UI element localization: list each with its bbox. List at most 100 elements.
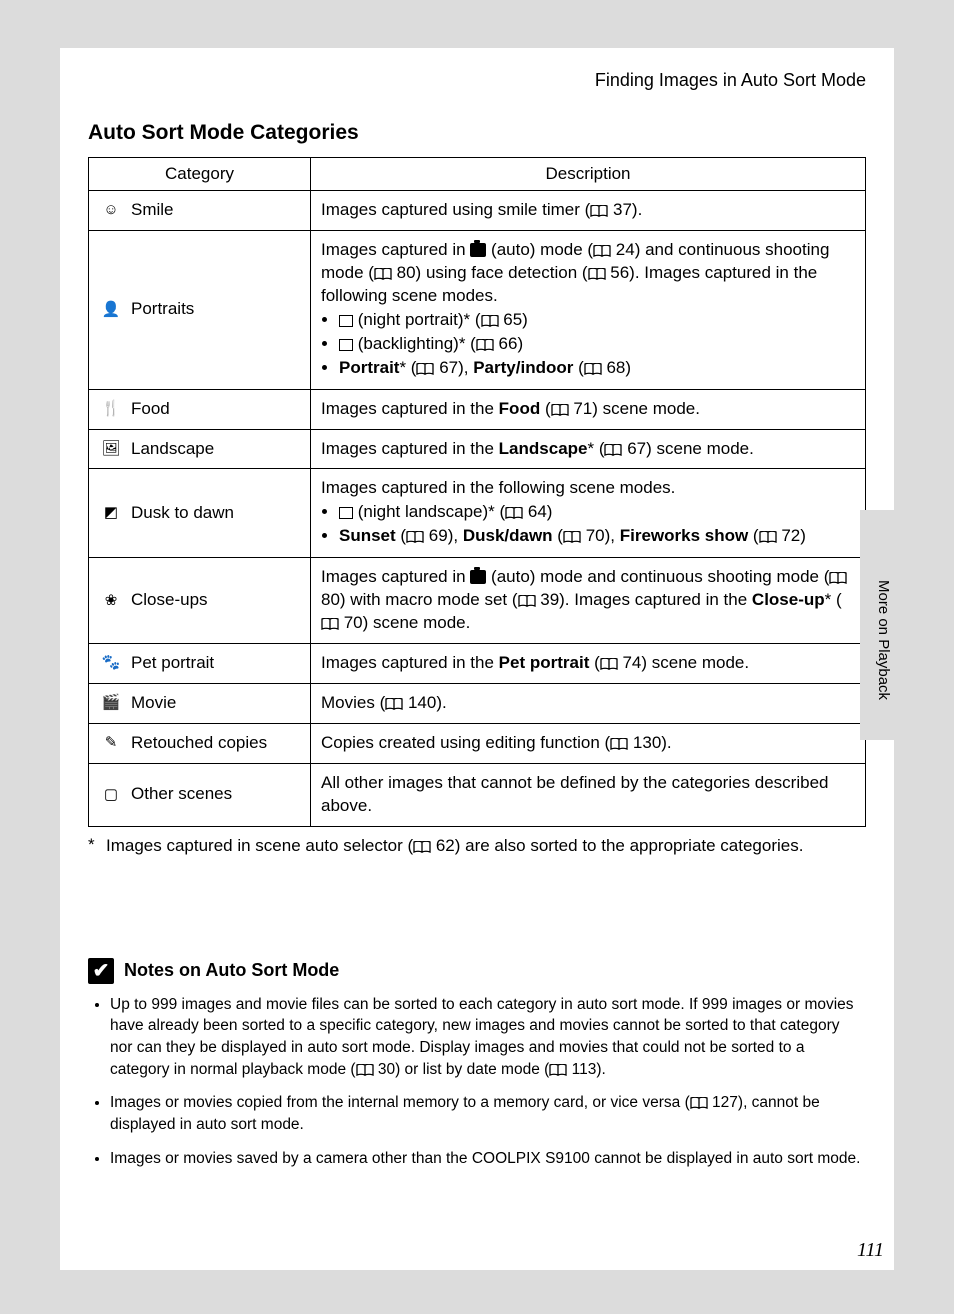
landscape-icon: 🖼 [101,439,121,459]
category-name: Close-ups [131,590,208,609]
category-name: Smile [131,200,174,219]
page-ref-icon [759,531,777,543]
description-cell: Images captured in (auto) mode ( 24) and… [311,230,866,389]
page-number: 111 [857,1239,884,1262]
description-cell: Images captured in the Food ( 71) scene … [311,389,866,429]
list-item: (night portrait)* ( 65) [339,309,855,332]
note-item: Images or movies saved by a camera other… [110,1148,866,1170]
portrait-icon: 👤 [101,300,121,320]
page-ref-icon [829,572,847,584]
description-cell: Images captured using smile timer ( 37). [311,191,866,231]
category-cell: 🐾Pet portrait [89,644,311,684]
page-ref-icon [321,618,339,630]
footnote: * Images captured in scene auto selector… [88,835,866,858]
desc-list: (night landscape)* ( 64)Sunset ( 69), Du… [339,501,855,548]
category-cell: ☺ Smile [89,191,311,231]
category-name: Landscape [131,439,214,458]
dusk-icon: ◩ [101,503,121,523]
table-row: 👤 Portraits Images captured in (auto) mode… [89,230,866,389]
note-item: Up to 999 images and movie files can be … [110,994,866,1081]
category-name: Movie [131,693,176,712]
category-cell: ▢ Other scenes [89,763,311,826]
section-title: Auto Sort Mode Categories [88,121,866,145]
check-icon: ✔ [88,958,114,984]
footnote-text: Images captured in scene auto selector (… [106,835,866,858]
description-cell: Images captured in (auto) mode and conti… [311,558,866,644]
list-item: (backlighting)* ( 66) [339,333,855,356]
footnote-star: * [88,835,106,858]
category-name: Other scenes [131,784,232,803]
category-cell: 🎬 Movie [89,684,311,724]
retouch-icon: ✎ [101,733,121,753]
table-row: 🐾Pet portraitImages captured in the Pet … [89,644,866,684]
movie-icon: 🎬 [101,693,121,713]
page-ref-icon [593,245,611,257]
table-row: 🖼 Landscape Images captured in the Landsca… [89,429,866,469]
food-icon: 🍴 [101,399,121,419]
page-ref-icon [505,507,523,519]
category-name: Food [131,399,170,418]
category-name: Dusk to dawn [131,503,234,522]
scene-mode-icon [339,339,353,351]
category-cell: ✎ Retouched copies [89,723,311,763]
page-ref-icon [481,315,499,327]
category-name: Portraits [131,299,194,318]
category-cell: 👤 Portraits [89,230,311,389]
list-item: (night landscape)* ( 64) [339,501,855,524]
other-icon: ▢ [101,785,121,805]
notes-block: ✔ Notes on Auto Sort Mode Up to 999 imag… [88,958,866,1170]
page-ref-icon [374,268,392,280]
page-ref-icon [385,698,403,710]
scene-mode-icon [339,315,353,327]
desc-list: (night portrait)* ( 65) (backlighting)* … [339,309,855,380]
description-cell: Copies created using editing function ( … [311,723,866,763]
page-ref-icon [413,841,431,853]
category-cell: 🖼 Landscape [89,429,311,469]
page-ref-icon [416,363,434,375]
page-ref-icon [600,658,618,670]
table-row: ✎ Retouched copies Copies created using ed… [89,723,866,763]
category-cell: ❀ Close-ups [89,558,311,644]
page-ref-icon [476,339,494,351]
closeup-icon: ❀ [101,591,121,611]
running-header: Finding Images in Auto Sort Mode [88,70,866,91]
description-cell: Images captured in the following scene m… [311,469,866,558]
description-cell: All other images that cannot be defined … [311,763,866,826]
category-name: Retouched copies [131,733,267,752]
table-row: 🍴 Food Images captured in the Food ( 71) s… [89,389,866,429]
description-cell: Images captured in the Landscape* ( 67) … [311,429,866,469]
page-ref-icon [690,1097,708,1109]
page-ref-icon [588,268,606,280]
camera-icon [470,570,486,584]
note-item: Images or movies copied from the interna… [110,1092,866,1135]
list-item: Sunset ( 69), Dusk/dawn ( 70), Fireworks… [339,525,855,548]
page-ref-icon [518,595,536,607]
notes-title-row: ✔ Notes on Auto Sort Mode [88,958,866,984]
table-row: ❀ Close-ups Images captured in (auto) mode… [89,558,866,644]
category-name: Pet portrait [131,653,214,672]
notes-title: Notes on Auto Sort Mode [124,960,339,981]
smile-icon: ☺ [101,200,121,220]
page-ref-icon [549,1064,567,1076]
side-label: More on Playback [875,580,892,700]
table-row: 🎬 Movie Movies ( 140). [89,684,866,724]
list-item: Portrait* ( 67), Party/indoor ( 68) [339,357,855,380]
table-row: ☺ Smile Images captured using smile timer … [89,191,866,231]
description-cell: Movies ( 140). [311,684,866,724]
table-row: ◩ Dusk to dawn Images captured in the foll… [89,469,866,558]
notes-list: Up to 999 images and movie files can be … [110,994,866,1170]
th-category: Category [89,158,311,191]
category-cell: ◩ Dusk to dawn [89,469,311,558]
description-cell: Images captured in the Pet portrait ( 74… [311,644,866,684]
page-ref-icon [356,1064,374,1076]
table-row: ▢ Other scenes All other images that canno… [89,763,866,826]
page-ref-icon [584,363,602,375]
camera-icon [470,243,486,257]
page-ref-icon [551,404,569,416]
page-ref-icon [563,531,581,543]
scene-mode-icon [339,507,353,519]
page-ref-icon [406,531,424,543]
category-cell: 🍴 Food [89,389,311,429]
page-ref-icon [610,738,628,750]
page-ref-icon [604,444,622,456]
